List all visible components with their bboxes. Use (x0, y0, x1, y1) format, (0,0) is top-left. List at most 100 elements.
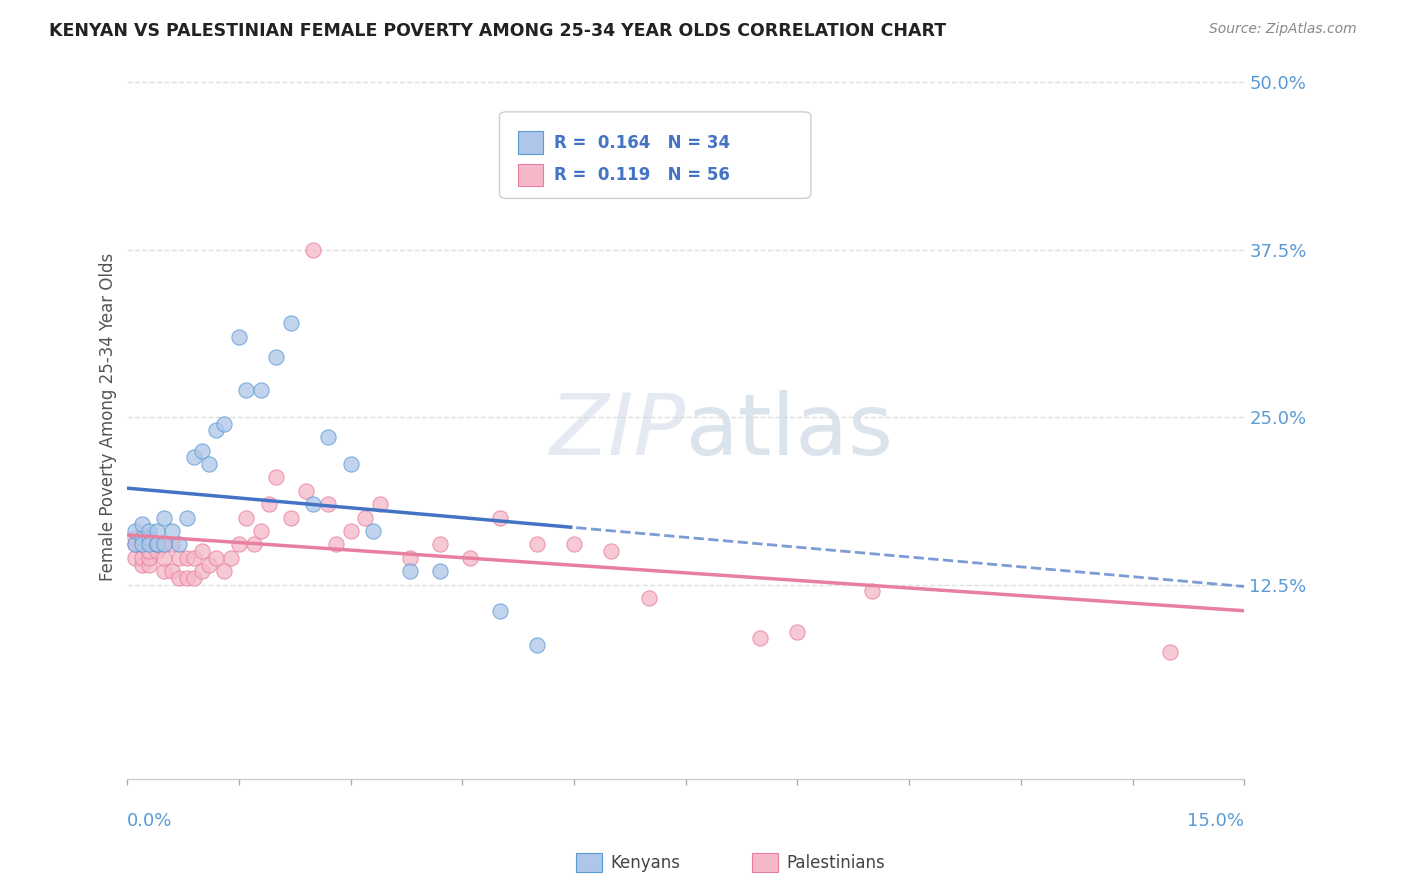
Point (228, 329, 250, 343)
Point (183, 571, 205, 585)
Point (860, 584, 883, 599)
Point (146, 524, 169, 538)
Point (361, 524, 384, 538)
Point (138, 524, 160, 538)
Point (399, 550, 422, 565)
Point (124, 537, 146, 551)
Point (316, 430, 339, 444)
Point (176, 550, 198, 565)
Point (257, 497, 280, 511)
Point (167, 537, 190, 551)
Point (131, 517, 153, 532)
Point (131, 558, 153, 572)
Point (138, 537, 160, 551)
Text: 0.0%: 0.0% (127, 812, 173, 830)
Point (131, 537, 153, 551)
Point (325, 537, 347, 551)
Point (250, 384, 273, 398)
Point (167, 571, 190, 585)
Point (138, 550, 160, 565)
Text: 15.0%: 15.0% (1188, 812, 1244, 830)
Point (221, 550, 243, 565)
Point (242, 537, 264, 551)
Point (302, 497, 325, 511)
Point (153, 537, 176, 551)
Point (176, 510, 198, 524)
Point (131, 537, 153, 551)
Point (183, 550, 205, 565)
Point (205, 424, 228, 438)
Point (198, 558, 221, 572)
Point (264, 350, 287, 364)
Point (228, 537, 250, 551)
Point (146, 537, 169, 551)
Point (526, 537, 548, 551)
Point (131, 550, 153, 565)
Text: Kenyans: Kenyans (610, 854, 681, 871)
Point (138, 544, 160, 558)
Point (488, 604, 510, 618)
Point (250, 524, 273, 538)
Text: R =  0.164   N = 34: R = 0.164 N = 34 (554, 134, 731, 152)
Point (354, 510, 377, 524)
Text: ZIP: ZIP (550, 390, 686, 473)
Point (235, 510, 257, 524)
Point (146, 537, 169, 551)
Point (429, 537, 451, 551)
Point (458, 550, 481, 565)
Point (370, 497, 392, 511)
Text: Palestinians: Palestinians (786, 854, 884, 871)
Text: KENYAN VS PALESTINIAN FEMALE POVERTY AMONG 25-34 YEAR OLDS CORRELATION CHART: KENYAN VS PALESTINIAN FEMALE POVERTY AMO… (49, 22, 946, 40)
Point (176, 571, 198, 585)
Point (153, 510, 176, 524)
Point (316, 497, 339, 511)
Text: R =  0.119   N = 56: R = 0.119 N = 56 (554, 166, 730, 184)
Point (1159, 645, 1181, 659)
Point (302, 243, 325, 257)
Point (637, 591, 659, 605)
Point (124, 550, 146, 565)
Point (160, 524, 183, 538)
Point (488, 510, 510, 524)
Point (526, 638, 548, 652)
Point (205, 550, 228, 565)
Point (146, 537, 169, 551)
Point (124, 537, 146, 551)
Point (131, 531, 153, 545)
Text: atlas: atlas (686, 390, 894, 473)
Y-axis label: Female Poverty Among 25-34 Year Olds: Female Poverty Among 25-34 Year Olds (100, 253, 117, 582)
Point (264, 470, 287, 484)
Point (339, 457, 361, 471)
Point (786, 624, 808, 639)
Point (124, 531, 146, 545)
Point (131, 537, 153, 551)
Point (138, 531, 160, 545)
Point (212, 417, 235, 431)
Point (153, 564, 176, 578)
Point (153, 537, 176, 551)
Point (280, 316, 302, 330)
Point (212, 564, 235, 578)
Point (183, 450, 205, 465)
Point (160, 537, 183, 551)
Point (190, 443, 212, 458)
Point (235, 384, 257, 398)
Point (280, 510, 302, 524)
Text: Source: ZipAtlas.com: Source: ZipAtlas.com (1209, 22, 1357, 37)
Point (562, 537, 585, 551)
Point (160, 564, 183, 578)
Point (198, 457, 221, 471)
Point (138, 558, 160, 572)
Point (190, 564, 212, 578)
Point (339, 524, 361, 538)
Point (295, 483, 318, 498)
Point (124, 524, 146, 538)
Point (429, 564, 451, 578)
Point (167, 550, 190, 565)
Point (190, 544, 212, 558)
Point (749, 632, 772, 646)
Point (138, 531, 160, 545)
Point (153, 550, 176, 565)
Point (399, 564, 422, 578)
Point (600, 544, 623, 558)
